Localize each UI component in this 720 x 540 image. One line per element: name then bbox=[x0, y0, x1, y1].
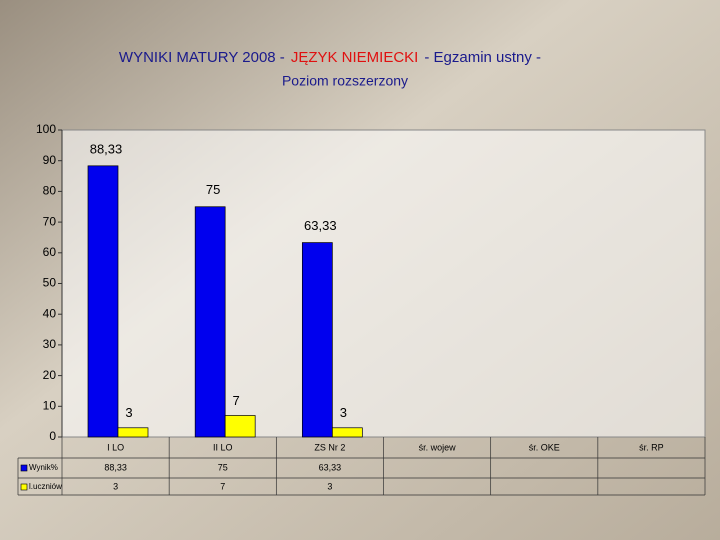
y-tick-label: 90 bbox=[43, 153, 57, 167]
x-tick-label: śr. RP bbox=[639, 442, 664, 452]
y-tick-label: 40 bbox=[43, 306, 57, 320]
table-cell: 3 bbox=[113, 481, 118, 491]
bar bbox=[331, 427, 363, 438]
data-label: 63,33 bbox=[304, 218, 337, 233]
legend-swatch bbox=[20, 483, 28, 491]
data-label: 7 bbox=[233, 393, 240, 408]
data-table bbox=[17, 457, 705, 496]
table-cell: 63,33 bbox=[319, 462, 342, 472]
y-tick-label: 20 bbox=[43, 368, 57, 382]
table-cell: 3 bbox=[327, 481, 332, 491]
title-part: WYNIKI MATURY 2008 - bbox=[119, 49, 285, 66]
title-part: - Egzamin ustny - bbox=[424, 49, 541, 66]
y-tick-label: 60 bbox=[43, 245, 57, 259]
y-tick-label: 50 bbox=[43, 276, 57, 290]
bar bbox=[87, 165, 119, 438]
title-part: JĘZYK NIEMIECKI bbox=[291, 49, 419, 66]
y-tick-label: 0 bbox=[49, 429, 56, 443]
y-tick-label: 30 bbox=[43, 337, 57, 351]
bar bbox=[301, 242, 333, 438]
x-tick-label: śr. wojew bbox=[419, 442, 457, 452]
bar bbox=[224, 415, 256, 438]
legend-label: l.uczniów bbox=[29, 482, 62, 491]
table-cell: 75 bbox=[218, 462, 228, 472]
x-tick-label: śr. OKE bbox=[529, 442, 560, 452]
y-tick-label: 80 bbox=[43, 184, 57, 198]
data-label: 3 bbox=[340, 405, 347, 420]
data-label: 88,33 bbox=[90, 141, 123, 156]
bar bbox=[117, 427, 149, 438]
table-cell: 88,33 bbox=[104, 462, 127, 472]
plot-area bbox=[61, 129, 706, 438]
legend-swatch bbox=[20, 464, 28, 472]
data-label: 75 bbox=[206, 182, 220, 197]
y-tick-label: 70 bbox=[43, 214, 57, 228]
chart-subtitle: Poziom rozszerzony bbox=[282, 73, 408, 89]
bar bbox=[194, 206, 226, 438]
y-tick-label: 100 bbox=[36, 122, 56, 136]
table-cell: 7 bbox=[220, 481, 225, 491]
data-label: 3 bbox=[125, 405, 132, 420]
x-tick-label: I LO bbox=[107, 442, 124, 452]
chart-title: WYNIKI MATURY 2008 - JĘZYK NIEMIECKI - Egz… bbox=[119, 49, 541, 66]
y-tick-label: 10 bbox=[43, 398, 57, 412]
legend-label: Wynik% bbox=[29, 463, 58, 472]
x-tick-label: II LO bbox=[213, 442, 233, 452]
x-tick-label: ZS Nr 2 bbox=[314, 442, 345, 452]
